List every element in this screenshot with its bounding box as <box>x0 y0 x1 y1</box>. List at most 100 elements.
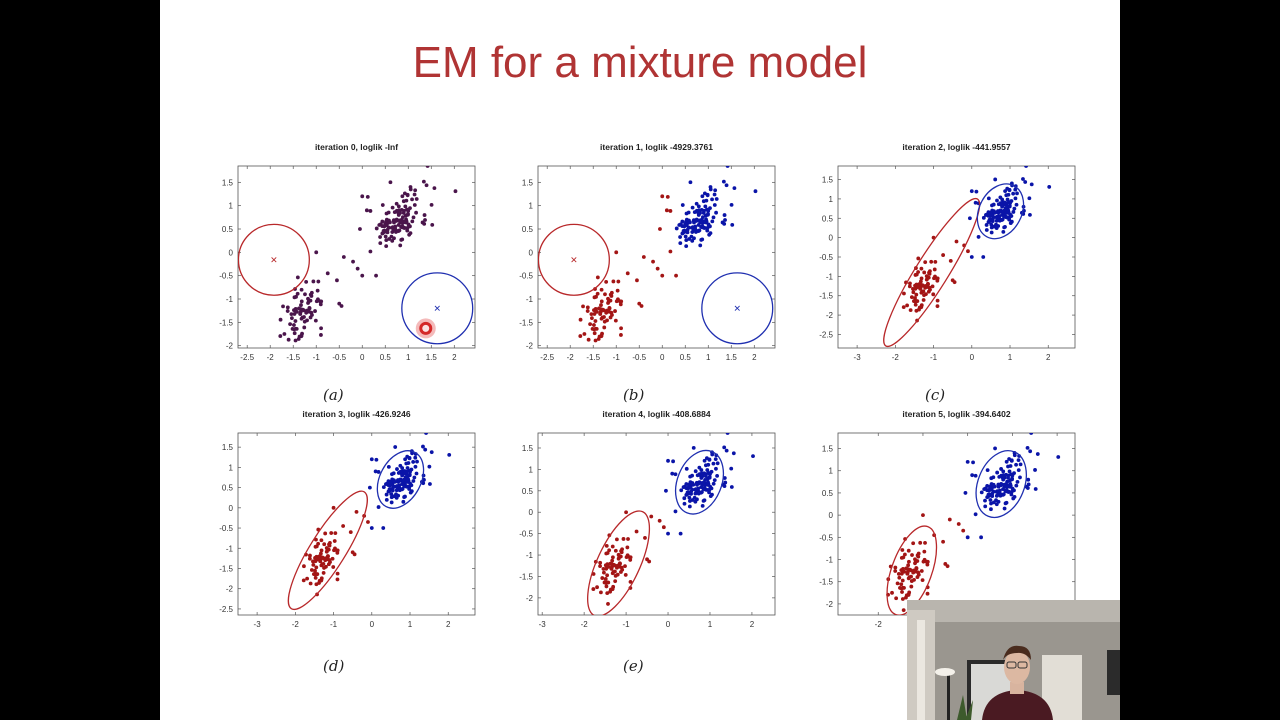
svg-text:2: 2 <box>452 353 457 362</box>
svg-text:-3: -3 <box>254 620 262 629</box>
svg-text:-1.5: -1.5 <box>586 353 600 362</box>
svg-text:✕: ✕ <box>433 303 441 313</box>
svg-text:-2: -2 <box>567 353 575 362</box>
svg-text:1: 1 <box>1008 353 1013 362</box>
plot-title: iteration 1, loglik -4929.3761 <box>600 142 713 152</box>
caption-b: (b) <box>623 386 645 404</box>
svg-text:-0.5: -0.5 <box>519 530 533 539</box>
svg-text:-1.5: -1.5 <box>819 578 833 587</box>
svg-text:✕: ✕ <box>270 255 278 265</box>
slide-title: EM for a mixture model <box>412 38 868 87</box>
svg-text:-1: -1 <box>526 295 534 304</box>
svg-text:1: 1 <box>529 465 534 474</box>
svg-text:1.5: 1.5 <box>822 176 834 185</box>
svg-text:-0.5: -0.5 <box>219 272 233 281</box>
caption-c: (c) <box>925 386 946 404</box>
svg-text:1.5: 1.5 <box>522 178 534 187</box>
svg-text:-1.5: -1.5 <box>819 292 833 301</box>
plot-title: iteration 3, loglik -426.9246 <box>302 409 410 419</box>
svg-text:✕: ✕ <box>733 303 741 313</box>
svg-text:0.5: 0.5 <box>522 487 534 496</box>
svg-text:1.5: 1.5 <box>222 443 234 452</box>
svg-text:-2: -2 <box>526 594 534 603</box>
svg-text:1.5: 1.5 <box>822 445 834 454</box>
svg-text:0: 0 <box>829 234 834 243</box>
svg-text:-1: -1 <box>313 353 321 362</box>
svg-text:-2: -2 <box>581 620 589 629</box>
svg-text:0.5: 0.5 <box>680 353 692 362</box>
plot-iteration-0: iteration 0, loglik -Inf -2.5 -2 -1.5 -1 -0.5… <box>200 138 490 383</box>
webcam-overlay <box>907 600 1120 720</box>
svg-text:2: 2 <box>446 620 451 629</box>
svg-text:0.5: 0.5 <box>822 214 834 223</box>
svg-text:✕: ✕ <box>570 255 578 265</box>
svg-text:0: 0 <box>370 620 375 629</box>
svg-text:0.5: 0.5 <box>222 225 234 234</box>
svg-text:0.5: 0.5 <box>822 489 834 498</box>
svg-text:0: 0 <box>970 353 975 362</box>
svg-text:-1: -1 <box>623 620 631 629</box>
svg-text:-1: -1 <box>826 272 834 281</box>
svg-text:2: 2 <box>752 353 757 362</box>
svg-text:0: 0 <box>229 504 234 513</box>
svg-text:-2: -2 <box>526 342 534 351</box>
svg-text:-2.5: -2.5 <box>219 605 233 614</box>
svg-text:1.5: 1.5 <box>522 444 534 453</box>
caption-e: (e) <box>623 657 644 675</box>
svg-text:0.5: 0.5 <box>522 225 534 234</box>
svg-text:0: 0 <box>360 353 365 362</box>
svg-text:-2: -2 <box>226 585 234 594</box>
svg-text:1: 1 <box>708 620 713 629</box>
plot-title: iteration 0, loglik -Inf <box>315 142 398 152</box>
svg-text:0: 0 <box>666 620 671 629</box>
svg-text:-1: -1 <box>226 295 234 304</box>
svg-text:-2: -2 <box>826 600 834 609</box>
plot-title: iteration 4, loglik -408.6884 <box>602 409 710 419</box>
svg-text:-1: -1 <box>226 544 234 553</box>
svg-text:-1: -1 <box>826 556 834 565</box>
svg-text:1: 1 <box>529 202 534 211</box>
svg-text:-1: -1 <box>613 353 621 362</box>
svg-text:1: 1 <box>408 620 413 629</box>
svg-text:-2: -2 <box>292 620 300 629</box>
svg-text:-1: -1 <box>526 551 534 560</box>
svg-text:0: 0 <box>829 511 834 520</box>
svg-text:-1: -1 <box>330 620 338 629</box>
svg-text:-2: -2 <box>875 620 883 629</box>
svg-text:1.5: 1.5 <box>426 353 438 362</box>
svg-text:-3: -3 <box>854 353 862 362</box>
svg-text:-1: -1 <box>930 353 938 362</box>
svg-text:-0.5: -0.5 <box>632 353 646 362</box>
svg-text:-2: -2 <box>826 311 834 320</box>
svg-text:0.5: 0.5 <box>222 484 234 493</box>
svg-text:0: 0 <box>229 248 234 257</box>
svg-text:1: 1 <box>829 467 834 476</box>
svg-text:-2: -2 <box>226 342 234 351</box>
plot-iteration-5: iteration 5, loglik -394.6402-2-1012-2-1… <box>800 405 1090 650</box>
svg-text:1.5: 1.5 <box>726 353 738 362</box>
svg-text:1: 1 <box>829 195 834 204</box>
svg-text:1.5: 1.5 <box>222 178 234 187</box>
svg-text:-0.5: -0.5 <box>819 533 833 542</box>
svg-text:-2: -2 <box>892 353 900 362</box>
plot-iteration-2: iteration 2, loglik -441.9557 -3 -2 -1 0 1 2 -2… <box>800 138 1090 383</box>
svg-text:0.5: 0.5 <box>380 353 392 362</box>
svg-text:-2.5: -2.5 <box>540 353 554 362</box>
svg-text:-1.5: -1.5 <box>219 318 233 327</box>
svg-text:-1.5: -1.5 <box>519 572 533 581</box>
svg-text:1: 1 <box>229 202 234 211</box>
svg-text:2: 2 <box>750 620 755 629</box>
plot-iteration-3: iteration 3, loglik -426.9246 -3 -2 -1 0 1 2 -2… <box>200 405 490 650</box>
svg-text:-2.5: -2.5 <box>819 330 833 339</box>
svg-text:-0.5: -0.5 <box>519 272 533 281</box>
svg-text:2: 2 <box>1046 353 1051 362</box>
svg-text:-0.5: -0.5 <box>332 353 346 362</box>
caption-a: (a) <box>323 386 344 404</box>
svg-text:-1.5: -1.5 <box>519 318 533 327</box>
svg-text:-1.5: -1.5 <box>219 564 233 573</box>
svg-text:-0.5: -0.5 <box>219 524 233 533</box>
plot-iteration-1: iteration 1, loglik -4929.3761 -2.5 -2 -1.5… <box>500 138 790 383</box>
svg-text:-2: -2 <box>267 353 275 362</box>
svg-text:-1.5: -1.5 <box>286 353 300 362</box>
plot-title: iteration 5, loglik -394.6402 <box>902 409 1010 419</box>
